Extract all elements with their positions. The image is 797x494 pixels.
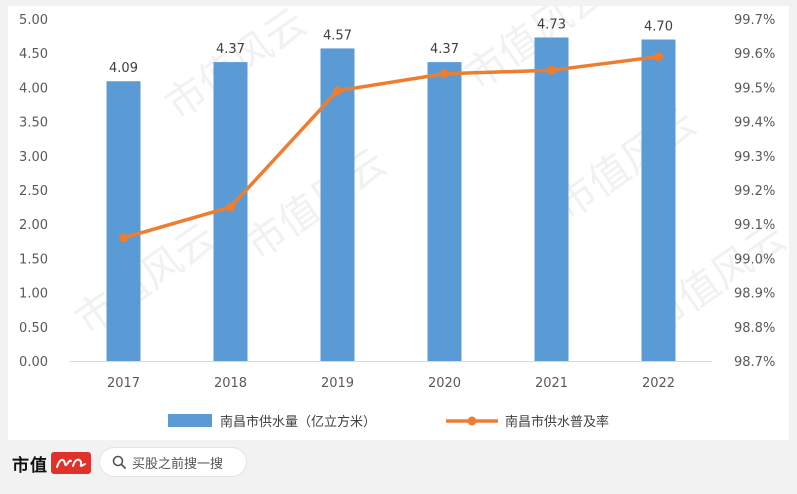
- bar: [320, 48, 355, 362]
- bar-data-label: 4.57: [323, 28, 352, 43]
- y-left-tick-label: 3.50: [19, 116, 48, 131]
- line-point: [654, 52, 663, 62]
- bar: [427, 62, 462, 361]
- y-right-tick-label: 98.8%: [734, 321, 775, 336]
- chart-card: 市值风云市值风云市值风云市值风云市值风云市值风云 0.000.501.001.5…: [8, 6, 789, 440]
- y-left-tick-label: 2.50: [19, 184, 48, 199]
- x-tick-label: 2017: [107, 376, 140, 391]
- line-point: [119, 233, 128, 243]
- y-right-tick-label: 98.7%: [734, 355, 775, 370]
- brand-name: 市值: [12, 455, 48, 476]
- y-left-tick-label: 4.50: [19, 47, 48, 62]
- watermark-text: 市值风云: [237, 140, 394, 269]
- y-left-tick-label: 0.50: [19, 321, 48, 336]
- legend-label-line: 南昌市供水普及率: [505, 414, 609, 430]
- watermark-text: 市值风云: [67, 215, 224, 344]
- bar-data-label: 4.73: [537, 17, 566, 32]
- legend-swatch-marker: [467, 416, 477, 426]
- y-left-tick-label: 1.50: [19, 252, 48, 267]
- y-right-tick-label: 99.6%: [734, 47, 775, 62]
- x-tick-label: 2018: [214, 376, 247, 391]
- bar-data-labels: 4.09 4.37 4.57 4.37 4.73 4.70: [109, 17, 673, 76]
- bar: [534, 37, 569, 361]
- y-right-tick-label: 99.0%: [734, 252, 775, 267]
- bar: [106, 81, 141, 361]
- x-tick-label: 2022: [642, 376, 675, 391]
- line-point: [226, 202, 235, 212]
- y-right-tick-label: 99.2%: [734, 184, 775, 199]
- y-axis-right: 98.7% 98.8% 98.9% 99.0% 99.1% 99.2% 99.3% 99.4%…: [734, 13, 775, 370]
- y-right-tick-label: 99.4%: [734, 116, 775, 131]
- bar-series: [106, 37, 676, 362]
- y-right-tick-label: 99.3%: [734, 150, 775, 165]
- y-left-tick-label: 3.00: [19, 150, 48, 165]
- footer-bar: 市值 买股之前搜一搜: [0, 440, 797, 494]
- bar-data-label: 4.37: [216, 42, 245, 57]
- brand-calligraphy-icon: [56, 458, 86, 468]
- brand-mark-icon: [51, 452, 91, 474]
- line-point: [333, 86, 342, 96]
- x-tick-label: 2021: [535, 376, 568, 391]
- y-left-tick-label: 5.00: [19, 13, 48, 28]
- search-placeholder: 买股之前搜一搜: [132, 456, 224, 472]
- line-path: [123, 54, 659, 240]
- line-point: [547, 65, 556, 75]
- search-box[interactable]: 买股之前搜一搜: [100, 448, 246, 476]
- y-left-tick-label: 0.00: [19, 355, 48, 370]
- y-right-tick-label: 99.5%: [734, 81, 775, 96]
- y-left-tick-label: 4.00: [19, 81, 48, 96]
- search-icon: [112, 455, 126, 469]
- legend: 南昌市供水量（亿立方米） 南昌市供水普及率: [168, 414, 609, 430]
- bar: [641, 39, 676, 362]
- y-axis-left: 0.00 0.50 1.00 1.50 2.00 2.50 3.00 3.50 4.00 4.50…: [19, 13, 48, 370]
- line-point: [440, 69, 449, 79]
- legend-label-bar: 南昌市供水量（亿立方米）: [220, 414, 376, 430]
- y-right-tick-label: 99.1%: [734, 218, 775, 233]
- y-right-tick-label: 99.7%: [734, 13, 775, 28]
- brand-logo[interactable]: 市值: [12, 450, 91, 476]
- bar-data-label: 4.37: [430, 42, 459, 57]
- bar-data-label: 4.70: [644, 20, 673, 35]
- watermark-text: 市值风云: [547, 100, 704, 229]
- x-tick-label: 2020: [428, 376, 461, 391]
- x-tick-label: 2019: [321, 376, 354, 391]
- y-right-tick-label: 98.9%: [734, 287, 775, 302]
- chart: 市值风云市值风云市值风云市值风云市值风云市值风云 0.000.501.001.5…: [19, 6, 789, 430]
- y-left-tick-label: 1.00: [19, 287, 48, 302]
- y-left-tick-label: 2.00: [19, 218, 48, 233]
- x-axis: 2017 2018 2019 2020 2021 2022: [70, 361, 712, 391]
- legend-swatch-bar: [168, 414, 212, 427]
- line-series: [119, 52, 663, 243]
- bar-data-label: 4.09: [109, 61, 138, 76]
